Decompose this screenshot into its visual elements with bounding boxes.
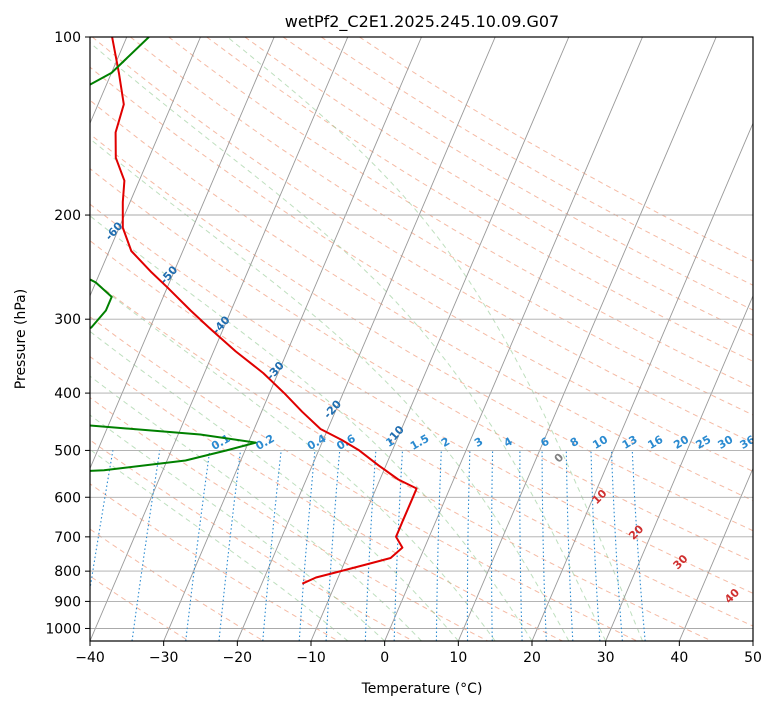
dry-adiabat bbox=[90, 316, 638, 641]
x-tick-label: −30 bbox=[149, 650, 179, 666]
x-tick-label: −20 bbox=[223, 650, 253, 666]
x-tick-label: 30 bbox=[597, 650, 615, 666]
moist-adiabat bbox=[90, 215, 533, 641]
isotherm-line bbox=[90, 37, 201, 298]
x-tick-label: 20 bbox=[523, 650, 541, 666]
isotherm-line bbox=[605, 294, 753, 641]
x-tick-label: 40 bbox=[670, 650, 688, 666]
dry-adiabat bbox=[90, 397, 488, 641]
temperature-profile-line bbox=[111, 37, 418, 585]
moist-adiabat bbox=[90, 414, 386, 641]
dry-adiabat bbox=[90, 133, 753, 532]
moist-adiabat bbox=[90, 138, 570, 641]
y-tick-label: 400 bbox=[54, 386, 81, 402]
plot-area: 0.10.20.40.611.52346810131620253036-100-… bbox=[90, 37, 758, 641]
chart-title: wetPf2_C2E1.2025.245.10.09.G07 bbox=[285, 12, 559, 32]
x-tick-label: −10 bbox=[296, 650, 326, 666]
mixing-ratio-line bbox=[131, 450, 161, 641]
isotherm-line bbox=[90, 37, 349, 641]
moist-adiabat bbox=[90, 375, 422, 641]
x-tick-label: −40 bbox=[75, 650, 105, 666]
mixing-ratio-line bbox=[90, 450, 114, 593]
moist-adiabat bbox=[90, 448, 349, 641]
isotherm-line bbox=[163, 37, 422, 641]
isotherm-line bbox=[678, 467, 753, 641]
x-axis-label: Temperature (°C) bbox=[361, 681, 483, 697]
moist-adiabat bbox=[90, 330, 459, 641]
x-tick-label: 10 bbox=[449, 650, 467, 666]
mixing-ratio-label: 36 bbox=[738, 433, 758, 452]
dry-adiabat bbox=[90, 356, 563, 641]
y-tick-label: 800 bbox=[54, 564, 81, 580]
y-tick-label: 900 bbox=[54, 594, 81, 610]
mixing-ratio-line bbox=[185, 450, 211, 641]
axes: −40 −30 −20 −10 0 10 20 30 40 50 100 200 300 400 500 60… bbox=[45, 30, 762, 666]
x-tick-label: 0 bbox=[380, 650, 389, 666]
isotherm-line bbox=[236, 37, 496, 641]
dry-adiabat bbox=[90, 240, 753, 627]
isotherm-line bbox=[457, 37, 717, 641]
dry-adiabat bbox=[282, 37, 753, 311]
mixing-ratio-line bbox=[218, 450, 242, 641]
dry-adiabat bbox=[90, 99, 753, 502]
moist-adiabat bbox=[227, 37, 643, 641]
plot-frame bbox=[89, 36, 754, 642]
y-tick-label: 300 bbox=[54, 312, 81, 328]
y-tick-label: 700 bbox=[54, 530, 81, 546]
mixing-ratio-line bbox=[262, 450, 282, 641]
y-tick-label: 600 bbox=[54, 490, 81, 506]
y-tick-label: 100 bbox=[54, 30, 81, 46]
x-tick-label: 50 bbox=[744, 650, 762, 666]
isotherm-line bbox=[531, 122, 753, 641]
dry-adiabat bbox=[90, 203, 753, 594]
isotherm-line bbox=[90, 37, 275, 470]
y-tick-label: 200 bbox=[54, 208, 81, 224]
y-tick-label: 1000 bbox=[45, 621, 81, 637]
y-tick-label: 500 bbox=[54, 443, 81, 459]
isotherm-line bbox=[384, 37, 643, 641]
dry-adiabat bbox=[320, 37, 753, 286]
dry-adiabat bbox=[90, 66, 753, 472]
isotherm-line bbox=[310, 37, 570, 641]
y-axis-label: Pressure (hPa) bbox=[13, 289, 29, 389]
dry-adiabat bbox=[90, 575, 190, 641]
moist-adiabat bbox=[90, 41, 607, 641]
